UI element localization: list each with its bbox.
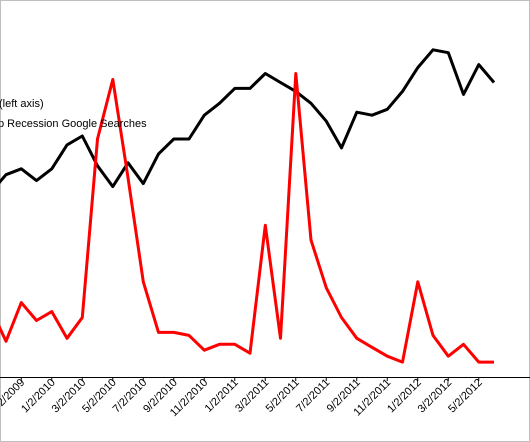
legend-entry-recession-searches: p Recession Google Searches (0, 118, 147, 130)
series-line-recession-searches (0, 72, 494, 364)
legend: (left axis) p Recession Google Searches (0, 98, 147, 130)
legend-entry-left-axis: (left axis) (0, 98, 44, 110)
series-layer (0, 48, 496, 364)
series-line-left-axis (0, 48, 496, 189)
